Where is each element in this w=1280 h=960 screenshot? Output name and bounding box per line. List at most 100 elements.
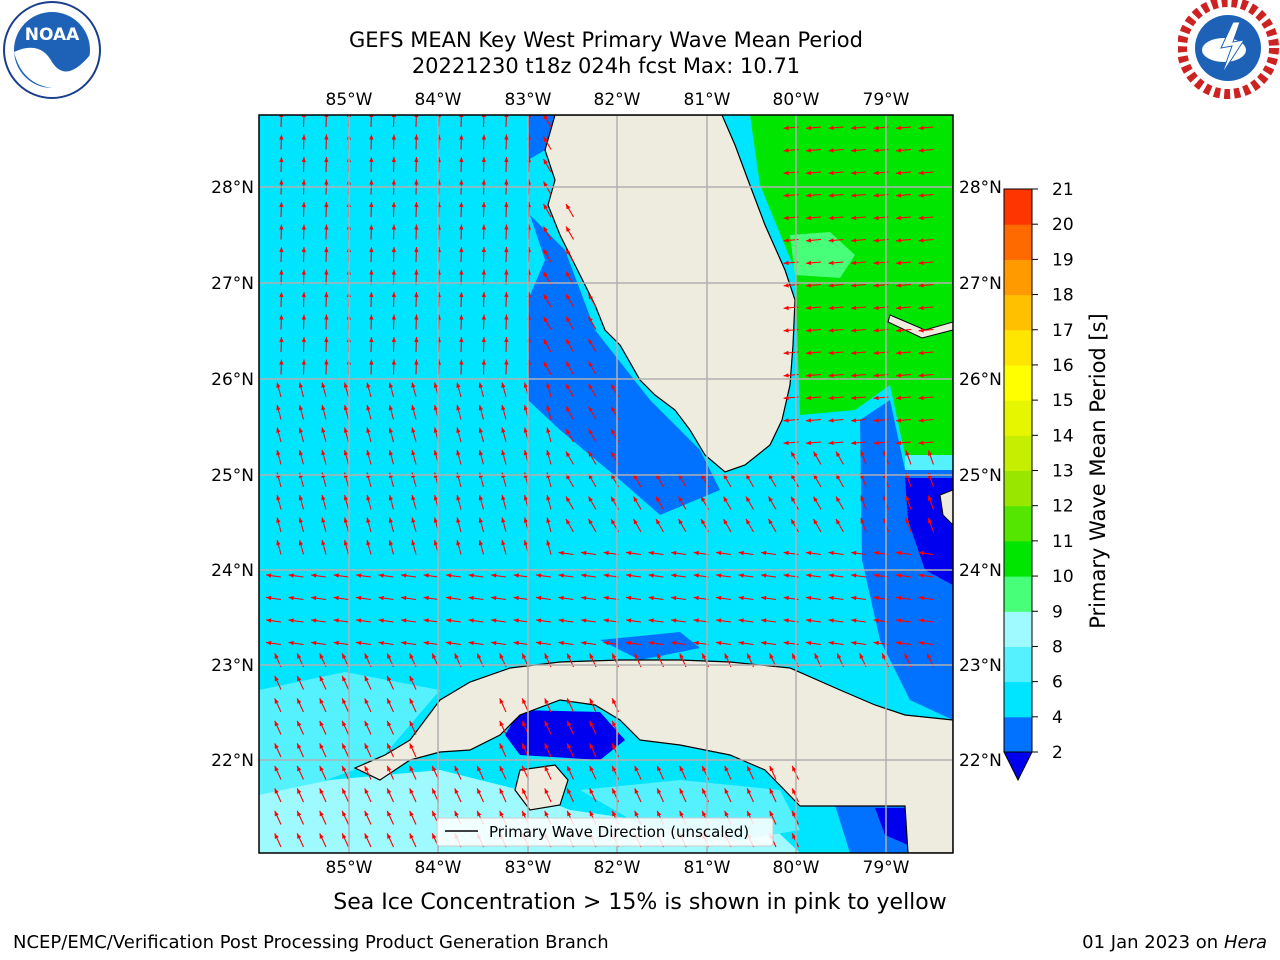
wave-arrow-head xyxy=(343,540,348,546)
wave-arrow-head xyxy=(459,269,464,275)
wave-arrow-head xyxy=(567,765,572,772)
wave-arrow-head xyxy=(369,359,374,365)
wave-arrow-head xyxy=(860,517,865,524)
wave-arrow-head xyxy=(504,314,509,320)
wave-arrow-head xyxy=(481,292,486,298)
wave-arrow-head xyxy=(423,640,429,646)
wave-arrow-head xyxy=(656,496,661,502)
lon-tick-label-top: 82°W xyxy=(594,90,641,110)
wave-arrow-head xyxy=(414,314,419,320)
wave-arrow-head xyxy=(546,427,551,433)
map-frame xyxy=(258,114,954,854)
wave-arrow-head xyxy=(657,765,662,772)
wave-arrow-head xyxy=(851,418,857,423)
wave-arrow-head xyxy=(588,361,593,367)
wave-arrow-head xyxy=(491,573,497,578)
wave-arrow-head xyxy=(481,359,486,365)
lat-tick-label-right: 25°N xyxy=(959,466,1002,486)
wave-arrow-head xyxy=(928,450,933,456)
wave-arrow-head xyxy=(611,384,616,390)
wave-arrow-head xyxy=(369,202,374,208)
wave-arrow-head xyxy=(324,314,329,320)
map-area xyxy=(259,115,953,853)
wave-arrow-head xyxy=(626,640,632,646)
wave-arrow-head xyxy=(806,373,812,378)
wave-arrow-head xyxy=(873,573,879,578)
wave-arrow-head xyxy=(279,134,284,140)
wave-arrow-head xyxy=(783,238,789,243)
wave-arrow-head xyxy=(634,788,639,794)
wave-arrow-head xyxy=(806,305,812,311)
wave-arrow-head xyxy=(546,382,551,388)
wave-arrow-head xyxy=(446,640,452,646)
wave-arrow-head xyxy=(693,640,699,646)
wave-arrow-head xyxy=(324,224,329,230)
lon-tick-label-top: 83°W xyxy=(505,90,552,110)
wave-arrow-head xyxy=(588,519,593,525)
wave-arrow-head xyxy=(333,595,339,601)
wave-arrow-head xyxy=(501,450,506,456)
wave-arrow-head xyxy=(813,519,818,525)
wave-arrow-head xyxy=(716,618,722,623)
wave-arrow-head xyxy=(366,450,371,456)
wave-arrow-head xyxy=(301,269,306,275)
wave-arrow-head xyxy=(324,359,329,365)
wave-arrow-head xyxy=(364,698,369,704)
wave-arrow-head xyxy=(905,495,910,501)
wave-arrow-head xyxy=(504,134,509,140)
wave-arrow-head xyxy=(274,765,279,772)
wave-arrow-head xyxy=(589,810,594,817)
wave-arrow-head xyxy=(851,618,857,623)
wave-arrow-head xyxy=(836,451,841,457)
wave-arrow-head xyxy=(918,550,924,556)
wave-arrow-head xyxy=(321,495,326,501)
wave-arrow-head xyxy=(513,640,519,646)
wave-arrow-head xyxy=(387,743,392,749)
wave-arrow-head xyxy=(266,595,272,601)
wave-arrow-head xyxy=(567,698,572,704)
wave-arrow-head xyxy=(792,765,797,772)
wave-arrow-head xyxy=(558,573,564,578)
wave-arrow-head xyxy=(918,328,924,333)
wave-arrow-head xyxy=(433,382,438,388)
wave-arrow-head xyxy=(499,788,504,794)
wave-arrow-head xyxy=(319,743,324,749)
wave-arrow-head xyxy=(266,618,272,623)
wave-arrow-head xyxy=(391,157,396,163)
wave-arrow-head xyxy=(747,810,752,817)
colorbar-tick-label: 15 xyxy=(1052,391,1074,411)
wave-arrow-head xyxy=(544,788,549,794)
wave-arrow-head xyxy=(806,238,812,243)
wave-arrow-head xyxy=(896,573,902,578)
water-deep-se xyxy=(875,808,908,845)
wave-arrow-head xyxy=(536,640,542,646)
water-light-bahamas xyxy=(905,455,953,470)
wave-arrow-head xyxy=(369,292,374,298)
wave-arrow-head xyxy=(543,249,548,255)
wave-arrow-head xyxy=(388,382,393,388)
wave-arrow-head xyxy=(792,833,797,839)
wave-arrow-head xyxy=(581,618,587,623)
wave-arrow-head xyxy=(356,640,362,646)
wave-arrow-head xyxy=(702,810,707,817)
wave-arrow-head xyxy=(301,337,306,343)
wave-arrow-head xyxy=(523,495,528,501)
colorbar-min-extension xyxy=(1003,751,1033,782)
wave-arrow-head xyxy=(851,373,857,378)
wave-arrow-head xyxy=(589,743,594,749)
wave-arrow-head xyxy=(543,361,548,367)
wave-arrow-head xyxy=(391,224,396,230)
wave-arrow-head xyxy=(319,720,324,727)
wave-arrow-head xyxy=(298,450,303,456)
wave-arrow-head xyxy=(612,698,617,704)
wave-arrow-head xyxy=(387,833,392,839)
wave-arrow-head xyxy=(356,595,362,601)
wave-arrow-head xyxy=(274,810,279,817)
wave-arrow-head xyxy=(761,550,767,556)
wave-arrow-head xyxy=(501,427,506,433)
wave-arrow-head xyxy=(612,810,617,817)
wave-arrow-head xyxy=(333,618,339,623)
wave-arrow-head xyxy=(873,305,879,311)
wave-arrow-head xyxy=(918,215,924,221)
wave-arrow-head xyxy=(343,495,348,501)
